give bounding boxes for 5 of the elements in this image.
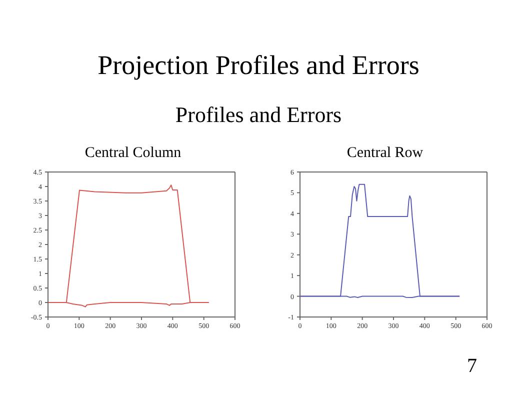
- chart-title: Central Column: [84, 145, 182, 163]
- text: Projection Profiles and Errors: [96, 50, 420, 81]
- chart-title: Central Row: [346, 145, 424, 163]
- text: 7: [467, 355, 477, 378]
- text: Profiles and Errors: [174, 102, 343, 128]
